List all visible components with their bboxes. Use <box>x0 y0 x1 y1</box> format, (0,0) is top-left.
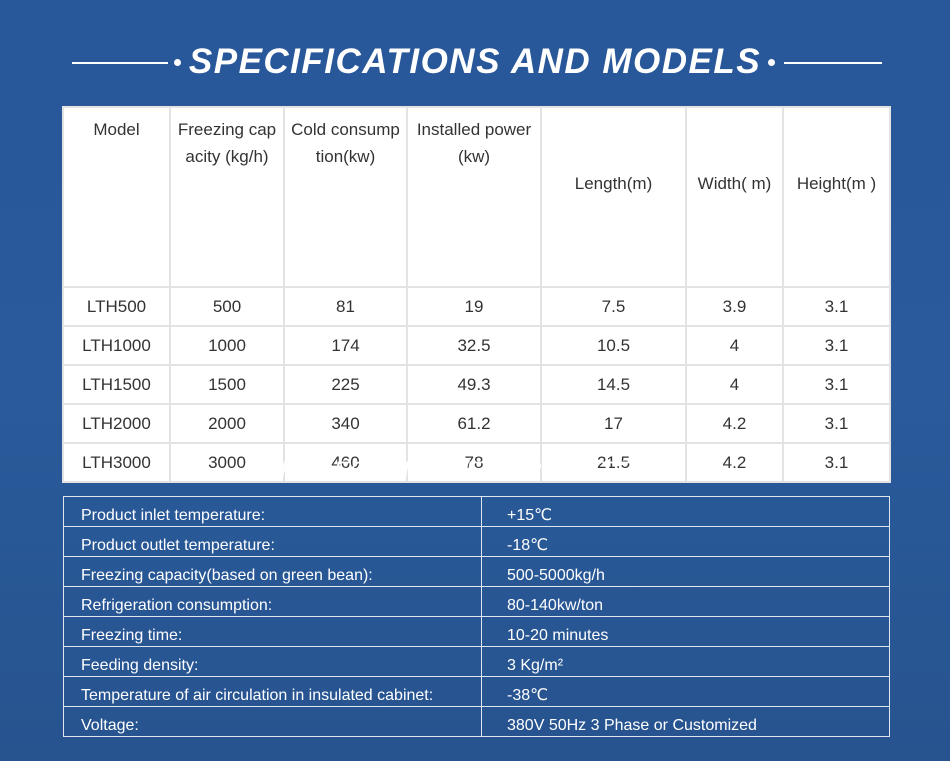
header-cell: Freezing capacity (kg/h) <box>169 106 285 288</box>
header-row: Model Freezing capacity (kg/h) Cold consum… <box>62 106 891 288</box>
perf-label: Product inlet temperature: <box>63 496 482 527</box>
spec-cell: 3.1 <box>782 286 891 327</box>
spec-cell: LTH500 <box>62 286 171 327</box>
perf-value: 380V 50Hz 3 Phase or Customized <box>481 706 890 737</box>
spec-cell: 500 <box>169 286 285 327</box>
perf-value: 500-5000kg/h <box>481 556 890 587</box>
spec-cell: 3.1 <box>782 364 891 405</box>
perf-row: Temperature of air circulation in insula… <box>63 676 890 707</box>
spec-cell: 225 <box>283 364 408 405</box>
spec-cell: 49.3 <box>406 364 542 405</box>
spec-cell: 10.5 <box>540 325 687 366</box>
spec-cell: LTH3000 <box>62 442 171 483</box>
spec-cell: 340 <box>283 403 408 444</box>
perf-value: 3 Kg/m² <box>481 646 890 677</box>
spec-cell: 1000 <box>169 325 285 366</box>
header-cell: Cold consumption(kw) <box>283 106 408 288</box>
spec-cell: 1500 <box>169 364 285 405</box>
spec-cell: 2000 <box>169 403 285 444</box>
header-cell: Height(m ) <box>782 106 891 288</box>
spec-cell: 3000 <box>169 442 285 483</box>
perf-row: Product outlet temperature: -18℃ <box>63 526 890 557</box>
spec-cell: 3.1 <box>782 403 891 444</box>
perf-row: Voltage: 380V 50Hz 3 Phase or Customized <box>63 706 890 737</box>
spec-cell: 14.5 <box>540 364 687 405</box>
spec-cell: 460 <box>283 442 408 483</box>
spec-cell: 4.2 <box>685 442 784 483</box>
perf-row: Freezing capacity(based on green bean): 5… <box>63 556 890 587</box>
perf-row: Product inlet temperature: +15℃ <box>63 496 890 527</box>
perf-value: 80-140kw/ton <box>481 586 890 617</box>
perf-label: Product outlet temperature: <box>63 526 482 557</box>
perf-label: Feeding density: <box>63 646 482 677</box>
perf-row: Refrigeration consumption: 80-140kw/ton <box>63 586 890 617</box>
spec-row: LTH1500 1500 225 49.3 14.5 4 3.1 <box>62 364 891 405</box>
spec-cell: 17 <box>540 403 687 444</box>
spec-row: LTH3000 3000 460 78 21.5 4.2 3.1 <box>62 442 891 483</box>
spec-cell: 61.2 <box>406 403 542 444</box>
spec-row: LTH500 500 81 19 7.5 3.9 3.1 <box>62 286 891 327</box>
perf-value: 10-20 minutes <box>481 616 890 647</box>
spec-cell: LTH1000 <box>62 325 171 366</box>
perf-label: Freezing time: <box>63 616 482 647</box>
spec-cell: 7.5 <box>540 286 687 327</box>
perf-label: Temperature of air circulation in insula… <box>63 676 482 707</box>
spec-table: Model Freezing capacity (kg/h) Cold consum… <box>62 106 891 483</box>
header-cell: Length(m) <box>540 106 687 288</box>
spec-cell: 21.5 <box>540 442 687 483</box>
spec-cell: 4 <box>685 325 784 366</box>
perf-title: PERFORMANCE PARAMETERS <box>280 457 670 484</box>
header-cell: Width( m) <box>685 106 784 288</box>
spec-row: LTH2000 2000 340 61.2 17 4.2 3.1 <box>62 403 891 444</box>
header-cell: Installed power(kw) <box>406 106 542 288</box>
spec-cell: 4.2 <box>685 403 784 444</box>
title-bar: SPECIFICATIONS AND MODELS <box>0 38 950 88</box>
perf-value: +15℃ <box>481 496 890 527</box>
title-dot <box>174 59 181 66</box>
title-line <box>72 62 168 64</box>
perf-table: Product inlet temperature: +15℃ Product ou… <box>63 496 890 737</box>
perf-label: Refrigeration consumption: <box>63 586 482 617</box>
title-dot <box>768 59 775 66</box>
spec-cell: 19 <box>406 286 542 327</box>
spec-cell: 4 <box>685 364 784 405</box>
spec-cell: 78 <box>406 442 542 483</box>
perf-value: -18℃ <box>481 526 890 557</box>
main-title: SPECIFICATIONS AND MODELS <box>188 42 762 81</box>
spec-cell: 3.1 <box>782 325 891 366</box>
header-cell: Model <box>62 106 171 288</box>
perf-row: Feeding density: 3 Kg/m² <box>63 646 890 677</box>
perf-label: Voltage: <box>63 706 482 737</box>
spec-cell: 3.1 <box>782 442 891 483</box>
spec-cell: 81 <box>283 286 408 327</box>
perf-row: Freezing time: 10-20 minutes <box>63 616 890 647</box>
spec-row: LTH1000 1000 174 32.5 10.5 4 3.1 <box>62 325 891 366</box>
spec-cell: 174 <box>283 325 408 366</box>
title-line <box>784 62 882 64</box>
spec-cell: LTH2000 <box>62 403 171 444</box>
perf-label: Freezing capacity(based on green bean): <box>63 556 482 587</box>
perf-value: -38℃ <box>481 676 890 707</box>
spec-cell: 3.9 <box>685 286 784 327</box>
spec-cell: LTH1500 <box>62 364 171 405</box>
spec-cell: 32.5 <box>406 325 542 366</box>
